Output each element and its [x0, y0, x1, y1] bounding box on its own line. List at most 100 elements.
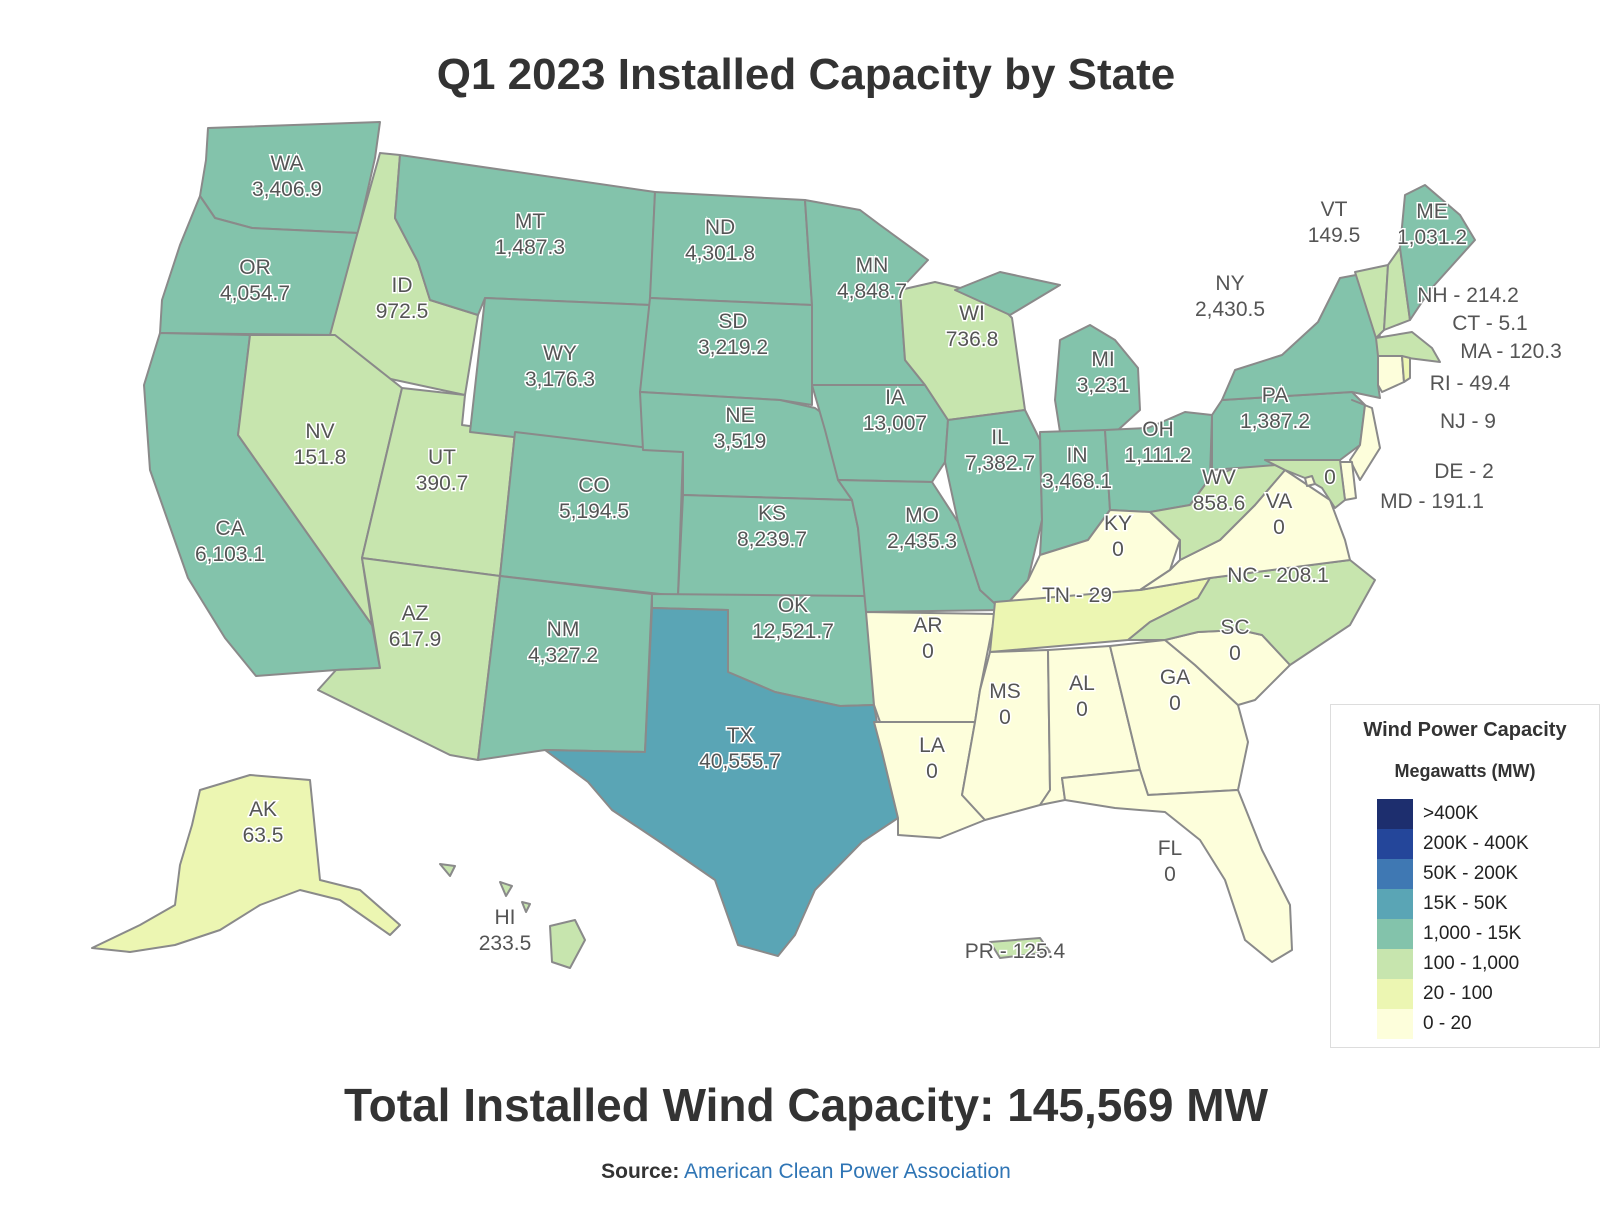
state-MI[interactable] — [954, 271, 1141, 433]
state-label-RI: RI - 49.4 — [1430, 372, 1511, 395]
state-label-UT: UT — [428, 446, 456, 469]
state-label-NH: NH - 214.2 — [1417, 284, 1519, 307]
state-NJ[interactable] — [1349, 399, 1381, 481]
legend-item: 1,000 - 15K — [1377, 919, 1521, 949]
state-label-MT: MT — [515, 210, 545, 233]
state-value-VT: 149.5 — [1308, 224, 1361, 247]
state-value-NV: 151.8 — [294, 446, 347, 469]
legend-swatch — [1377, 889, 1413, 919]
legend-item: 15K - 50K — [1377, 889, 1508, 919]
state-value-HI: 233.5 — [479, 932, 532, 955]
state-label-LA: LA — [919, 734, 945, 757]
state-value-MT: 1,487.3 — [495, 236, 565, 259]
state-label-OR: OR — [239, 256, 271, 279]
state-label-WY: WY — [543, 342, 577, 365]
state-value-WA: 3,406.9 — [252, 178, 322, 201]
map-title: Q1 2023 Installed Capacity by State — [436, 50, 1176, 99]
state-label-AR: AR — [913, 614, 942, 637]
state-MT[interactable] — [394, 154, 656, 316]
state-WV[interactable] — [1149, 459, 1286, 561]
state-label-NC: NC - 208.1 — [1227, 564, 1329, 587]
state-label-DC: 0 — [1324, 466, 1336, 489]
state-MD[interactable] — [1264, 459, 1346, 509]
state-DC[interactable] — [1304, 475, 1316, 487]
state-label-TX: TX — [727, 724, 754, 747]
legend-swatch — [1377, 919, 1413, 949]
legend-item: 0 - 20 — [1377, 1009, 1472, 1039]
state-label-NJ: NJ - 9 — [1440, 410, 1496, 433]
total-capacity: Total Installed Wind Capacity: 145,569 M… — [343, 1079, 1269, 1131]
state-value-IA: 13,007 — [863, 412, 927, 435]
state-label-PR: PR - 125.4 — [965, 940, 1066, 963]
state-value-OH: 1,111.2 — [1125, 444, 1192, 467]
state-value-IL: 7,382.7 — [965, 452, 1035, 475]
state-value-AZ: 617.9 — [389, 628, 442, 651]
state-label-SC: SC — [1220, 616, 1249, 639]
state-HI[interactable] — [439, 863, 586, 969]
state-shapes — [91, 121, 1476, 969]
legend-swatch — [1377, 829, 1413, 859]
state-value-NY: 2,430.5 — [1195, 298, 1265, 321]
state-value-TX: 40,555.7 — [699, 750, 781, 773]
legend-label: 50K - 200K — [1423, 863, 1519, 884]
source-link[interactable]: American Clean Power Association — [684, 1160, 1011, 1183]
state-label-TN: TN - 29 — [1042, 584, 1112, 607]
state-value-NM: 4,327.2 — [528, 644, 598, 667]
state-ME[interactable] — [1399, 184, 1476, 321]
state-value-WI: 736.8 — [946, 328, 999, 351]
state-value-LA: 0 — [926, 760, 938, 783]
state-label-OH: OH — [1142, 418, 1174, 441]
state-value-CO: 5,194.5 — [559, 500, 629, 523]
state-value-ND: 4,301.8 — [685, 242, 755, 265]
state-value-MS: 0 — [999, 706, 1011, 729]
state-value-IN: 3,468.1 — [1042, 470, 1112, 493]
state-label-ND: ND — [705, 216, 735, 239]
state-labels: WA 3,406.9 OR 4,054.7 CA 6,103.1 ID 972.5 NV 151.… — [193, 151, 1563, 965]
state-label-AZ: AZ — [402, 602, 429, 625]
state-value-MO: 2,435.3 — [887, 530, 957, 553]
legend-label: 15K - 50K — [1423, 893, 1508, 914]
legend-label: 1,000 - 15K — [1423, 923, 1522, 944]
legend-item: 100 - 1,000 — [1377, 949, 1519, 979]
state-value-ME: 1,031.2 — [1397, 226, 1467, 249]
state-label-AK: AK — [249, 798, 277, 821]
state-NY[interactable] — [1221, 271, 1381, 401]
state-label-NE: NE — [725, 404, 754, 427]
state-CT[interactable] — [1377, 355, 1405, 393]
state-RI[interactable] — [1401, 355, 1411, 383]
state-label-ME: ME — [1416, 200, 1448, 223]
source-line: Source: American Clean Power Association — [0, 1160, 1612, 1184]
state-label-PA: PA — [1262, 384, 1288, 407]
state-NM[interactable] — [477, 575, 653, 761]
state-value-UT: 390.7 — [416, 472, 469, 495]
state-label-NM: NM — [547, 618, 580, 641]
state-label-MS: MS — [989, 680, 1021, 703]
state-value-KS: 8,239.7 — [737, 528, 807, 551]
state-label-MO: MO — [905, 504, 939, 527]
state-TX[interactable] — [544, 607, 899, 957]
state-value-MI: 3,231 — [1077, 374, 1130, 397]
state-label-CT: CT - 5.1 — [1452, 312, 1527, 335]
legend-title: Wind Power Capacity — [1363, 719, 1567, 741]
state-label-VA: VA — [1266, 490, 1292, 513]
state-label-IL: IL — [991, 426, 1009, 449]
state-value-ID: 972.5 — [376, 300, 429, 323]
state-FL[interactable] — [1061, 769, 1293, 963]
state-AK[interactable] — [91, 774, 401, 953]
state-value-OR: 4,054.7 — [220, 282, 290, 305]
source-label: Source: — [601, 1160, 680, 1183]
state-value-SC: 0 — [1229, 642, 1241, 665]
state-label-DE: DE - 2 — [1434, 460, 1494, 483]
legend-swatch — [1377, 949, 1413, 979]
legend-swatch — [1377, 799, 1413, 829]
state-label-CO: CO — [578, 474, 610, 497]
state-value-WV: 858.6 — [1193, 492, 1246, 515]
state-SD[interactable] — [639, 297, 813, 406]
legend-subtitle: Megawatts (MW) — [1394, 761, 1536, 781]
state-label-FL: FL — [1158, 837, 1183, 860]
legend-item: 200K - 400K — [1377, 829, 1529, 859]
state-value-CA: 6,103.1 — [195, 543, 265, 566]
legend-swatch — [1377, 979, 1413, 1009]
state-label-IA: IA — [885, 386, 905, 409]
state-PR[interactable] — [989, 937, 1051, 959]
